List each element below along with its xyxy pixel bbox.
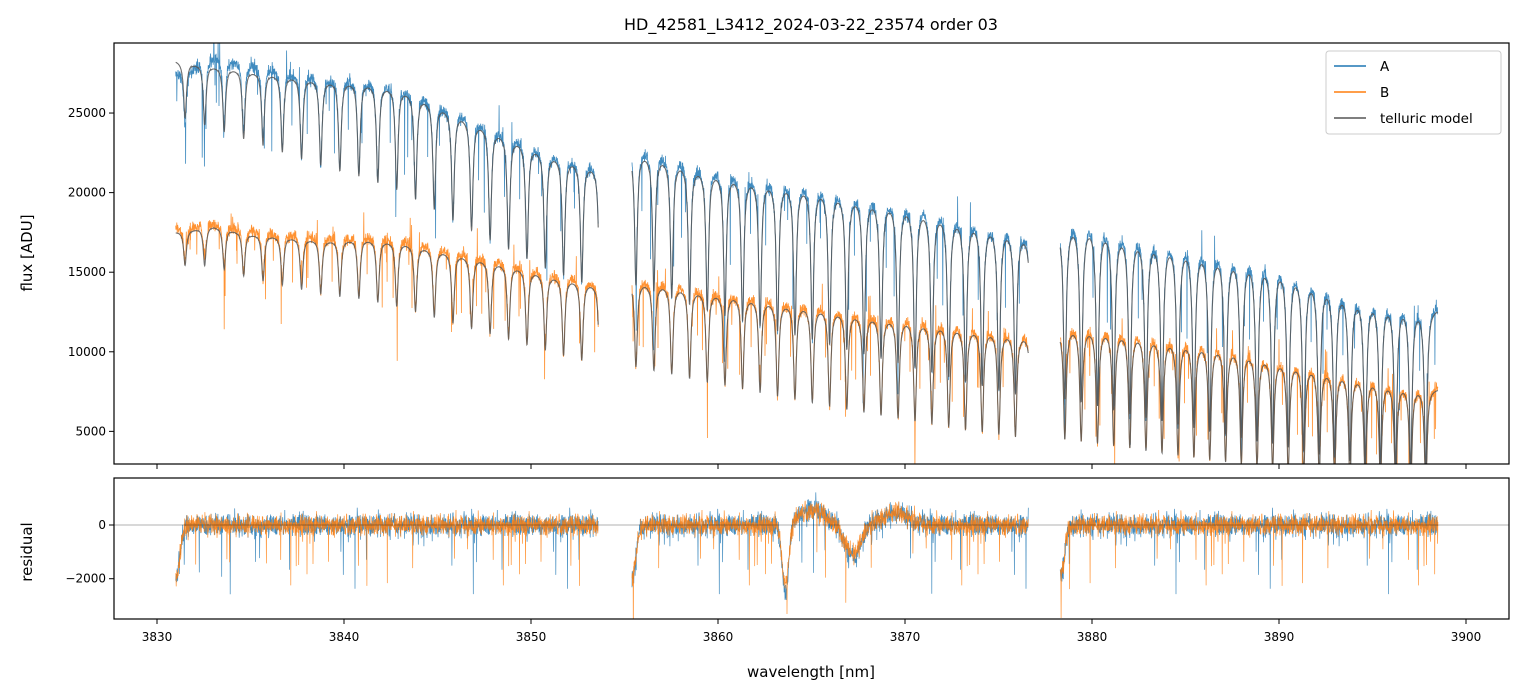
legend-label-a: A [1380,59,1390,75]
flux-y-ticks: 5000 10000 15000 20000 25000 [68,106,114,438]
residual-x-ticks: 3830 3840 3850 3860 3870 3880 3890 3900 [142,619,1482,644]
residual-x-tick-label: 3830 [142,630,173,644]
flux-y-tick-label: 20000 [68,186,106,200]
residual-x-tick-label: 3890 [1264,630,1295,644]
telluric-model-line [175,61,599,284]
x-axis-label: wavelength [nm] [747,663,875,681]
residual-y-axis-label: residual [18,522,36,581]
legend: A B telluric model [1325,50,1502,135]
residual-axes-frame [113,477,1510,620]
flux-x-ticks [156,464,1467,469]
flux-y-tick-label: 10000 [68,345,106,359]
residual-b-line [175,509,599,587]
flux-y-tick-label: 15000 [68,265,106,279]
residual-panel: −20000 3830 3840 3850 3860 3870 3880 3890 3900 … [18,477,1510,681]
residual-data [114,492,1509,619]
telluric-model-line [1059,335,1438,464]
residual-x-tick-label: 3850 [516,630,547,644]
flux-panel: 5000 10000 15000 20000 25000 flux [ADU] A B … [18,42,1510,469]
telluric-model-line [1059,236,1439,464]
residual-y-ticks: −2000 0 [65,518,114,586]
legend-label-b: B [1380,85,1389,101]
flux-data [175,43,1439,464]
residual-y-tick-label: −2000 [65,572,106,586]
residual-x-tick-label: 3860 [703,630,734,644]
residual-x-tick-label: 3880 [1077,630,1108,644]
legend-label-telluric: telluric model [1380,111,1473,127]
series-a-line [1059,228,1439,464]
residual-x-tick-label: 3900 [1451,630,1482,644]
residual-y-tick-label: 0 [98,518,106,532]
flux-y-tick-label: 25000 [68,106,106,120]
residual-x-tick-label: 3870 [890,630,921,644]
chart-title: HD_42581_L3412_2024-03-22_23574 order 03 [624,15,998,35]
telluric-model-line [175,227,599,361]
flux-y-axis-label: flux [ADU] [18,214,36,291]
telluric-model-line [631,287,1029,438]
residual-x-tick-label: 3840 [329,630,360,644]
telluric-model-line [631,160,1029,395]
residual-b-line [631,500,1029,619]
flux-axes-frame [113,42,1510,465]
flux-y-tick-label: 5000 [75,424,106,438]
residual-b-line [1059,509,1439,619]
legend-box [1325,50,1502,135]
